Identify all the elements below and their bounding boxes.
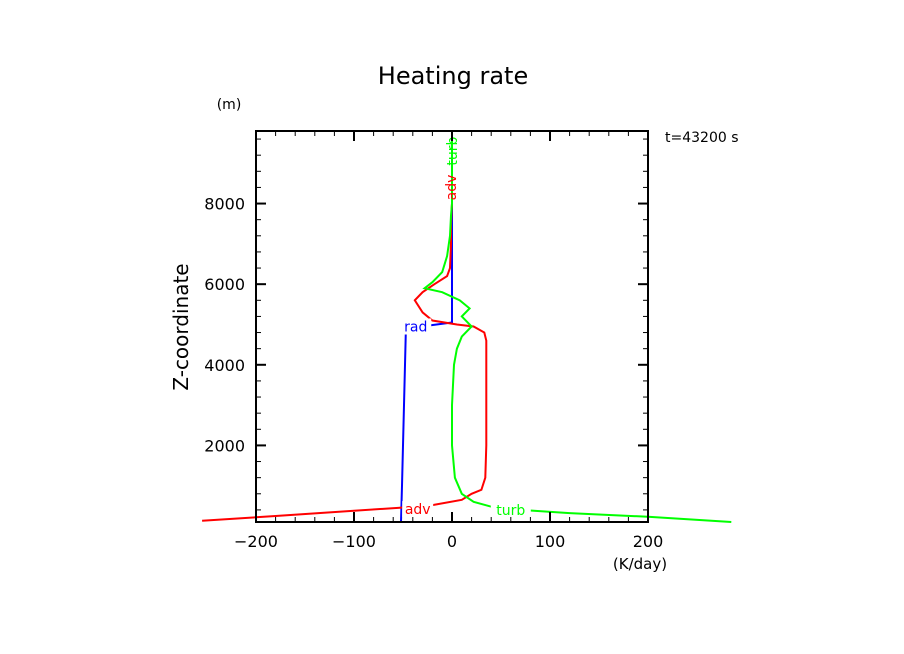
y-tick-label: 2000 <box>204 436 245 455</box>
y-tick-label: 6000 <box>204 275 245 294</box>
x-tick-label: −100 <box>332 532 376 551</box>
series-labels: rad adv adv turb turb <box>400 137 531 519</box>
series-label-bg <box>490 501 531 518</box>
series-layer <box>202 131 732 523</box>
series-line-turb <box>422 131 732 523</box>
series-label-rad: rad <box>404 320 427 336</box>
x-tick-label: −200 <box>234 532 278 551</box>
series-label-adv: adv <box>444 175 460 201</box>
y-tick-label: 8000 <box>204 195 245 214</box>
x-tick-labels: −200 −100 0 100 200 <box>234 532 663 551</box>
x-axis-label: (K/day) <box>613 555 667 573</box>
y-axis-label: Z-coordinate <box>169 263 193 390</box>
y-tick-labels: 2000 4000 6000 8000 <box>204 195 245 456</box>
x-tick-label: 0 <box>447 532 457 551</box>
series-label-bg <box>402 501 434 518</box>
series-line-adv <box>202 131 488 522</box>
x-tick-label: 100 <box>535 532 566 551</box>
time-annotation: t=43200 s <box>665 130 739 146</box>
y-tick-label: 4000 <box>204 356 245 375</box>
axis-ticks <box>255 131 649 522</box>
series-label-turb: turb <box>445 137 461 166</box>
series-label-adv: adv <box>405 502 431 518</box>
series-label-bg <box>400 318 432 335</box>
x-tick-label: 200 <box>633 532 664 551</box>
series-label-turb: turb <box>496 503 525 519</box>
chart-title: Heating rate <box>378 62 528 90</box>
y-axis-unit: (m) <box>217 97 242 113</box>
